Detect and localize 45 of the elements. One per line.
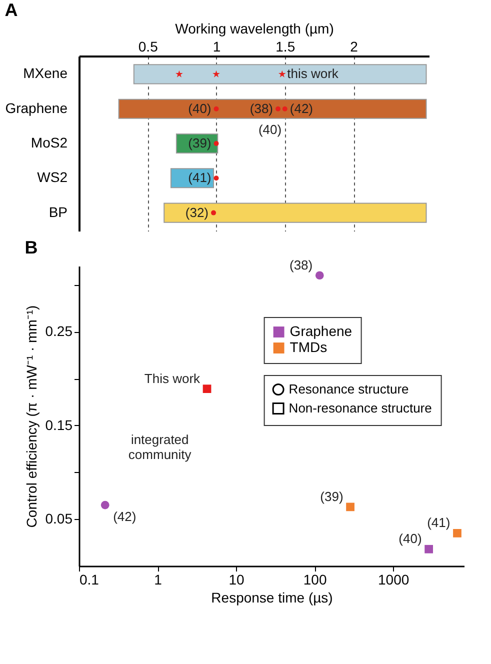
legend-label: Graphene — [290, 323, 352, 339]
bar — [133, 64, 427, 84]
annotation: (40) — [398, 531, 422, 546]
x-tick-label: 10 — [228, 572, 245, 588]
y-tick-label: WS2 — [37, 169, 68, 186]
y-tick-label: MoS2 — [30, 134, 68, 150]
annotation: (32) — [185, 204, 209, 220]
annotation: (42) — [113, 509, 136, 524]
shape-key: Resonance structure Non-resonance structure — [264, 375, 442, 426]
annotation: (42) — [290, 100, 314, 116]
annotation: (41) — [427, 515, 450, 530]
y-axis-title: Control efficiency (π · mW⁻¹ · mm⁻¹) — [23, 305, 40, 528]
annotation: (40) — [258, 122, 282, 137]
y-tick-label: 0.25 — [45, 323, 73, 340]
annotation: (41) — [188, 170, 212, 186]
x-tick-label: 0.5 — [138, 38, 158, 54]
annotation: This work — [144, 370, 201, 386]
x-axis-title: Working wavelength (µm) — [175, 20, 334, 36]
x-tick-label: 1.5 — [276, 38, 296, 54]
x-tick-label: 0.1 — [80, 572, 100, 588]
legend-label: TMDs — [290, 339, 328, 355]
x-tick-label: 100 — [303, 572, 327, 588]
x-tick-label: 1 — [212, 38, 221, 54]
y-tick-label: Graphene — [5, 100, 68, 116]
annotation: (39) — [320, 488, 344, 504]
annotation: (38) — [250, 100, 274, 116]
annotation: this work — [287, 66, 339, 82]
annotation: integrated community — [128, 432, 192, 462]
bar — [164, 202, 427, 223]
y-tick-label: MXene — [23, 65, 68, 82]
annotation: (40) — [188, 100, 212, 116]
x-axis-title: Response time (µs) — [211, 590, 333, 606]
bar — [118, 98, 427, 119]
annotation: Non-resonance structure — [288, 400, 432, 416]
x-tick-label: 1 — [154, 572, 162, 588]
annotation: Resonance structure — [288, 382, 409, 396]
annotation: (39) — [188, 136, 212, 150]
chart-title: A — [4, 0, 18, 20]
y-tick-label: BP — [48, 204, 68, 220]
y-tick-label: 0.05 — [45, 510, 73, 527]
y-tick-label: 0.15 — [45, 416, 73, 433]
x-tick-label: 2 — [350, 38, 358, 54]
annotation: (38) — [290, 257, 313, 272]
chart-title: B — [24, 237, 38, 258]
x-tick-label: 1000 — [378, 572, 410, 588]
